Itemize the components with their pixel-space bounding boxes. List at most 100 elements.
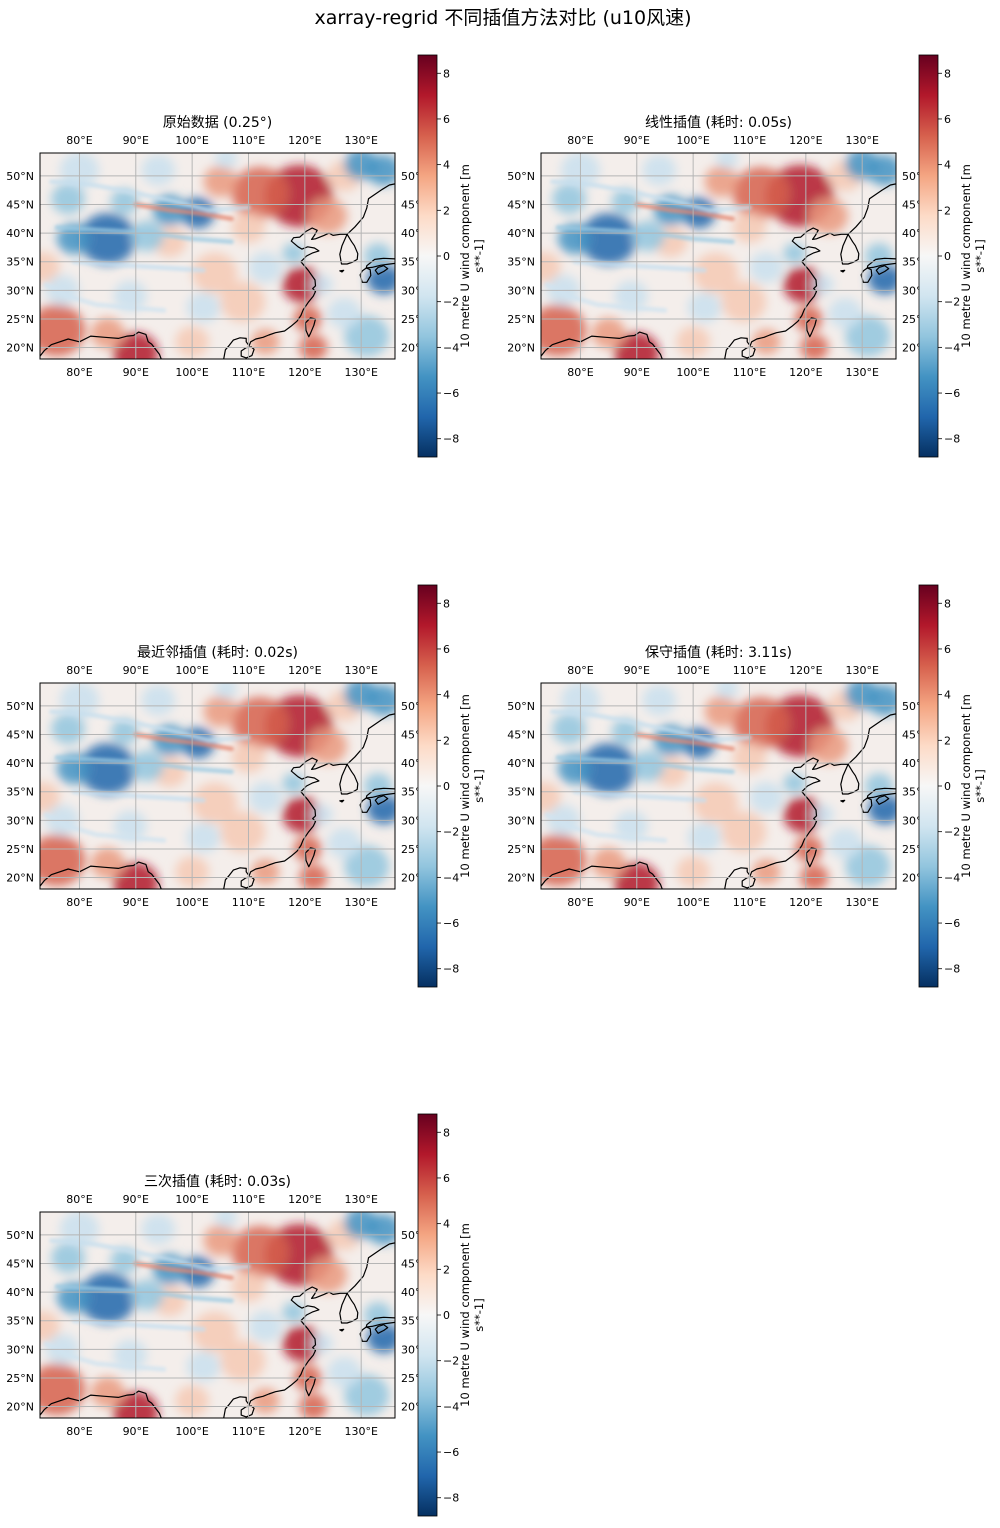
wind-anomaly xyxy=(344,315,390,357)
wind-anomaly xyxy=(40,834,86,887)
lat-tick-label-right: 20° xyxy=(902,342,922,355)
wind-anomaly xyxy=(366,154,395,186)
gridlines xyxy=(40,153,395,359)
lat-tick-label-right: 30° xyxy=(401,284,421,297)
wind-anomaly xyxy=(541,834,587,887)
coastline-shikoku xyxy=(374,265,389,275)
lon-tick-label-bottom: 90°E xyxy=(624,896,650,909)
wind-anomaly xyxy=(51,713,86,745)
wind-anomaly xyxy=(141,1213,176,1245)
colorbar-label-line2: s**-1] xyxy=(973,769,987,802)
wind-anomaly xyxy=(130,750,164,782)
wind-anomaly xyxy=(214,1212,238,1229)
lon-tick-label-bottom: 110°E xyxy=(232,896,265,909)
lat-tick-label-left: 20°N xyxy=(507,342,535,355)
wind-anomaly xyxy=(192,1311,238,1353)
wind-anomaly xyxy=(90,317,125,349)
wind-anomaly xyxy=(867,154,896,186)
wind-anomaly xyxy=(231,167,288,219)
colorbar-tick-label: 4 xyxy=(443,689,450,702)
lon-tick-label-bottom: 90°E xyxy=(123,896,149,909)
lon-tick-label-top: 110°E xyxy=(733,134,766,147)
wind-anomaly xyxy=(251,328,280,355)
panel-title: 原始数据 (0.25°) xyxy=(163,115,273,131)
lon-tick-label-top: 90°E xyxy=(123,664,149,677)
lon-tick-label-bottom: 100°E xyxy=(175,896,208,909)
lat-tick-label-left: 35°N xyxy=(6,256,34,269)
coastline-hainan xyxy=(240,1405,255,1418)
colorbar-tick-label: 4 xyxy=(443,1218,450,1231)
panel-title: 线性插值 (耗时: 0.05s) xyxy=(645,115,792,131)
coastlines xyxy=(541,713,896,889)
map-panel-2: 线性插值 (耗时: 0.05s) 80°E 80°E 90°E 90°E 100°E 100… xyxy=(507,54,987,458)
lon-tick-label-bottom: 90°E xyxy=(123,1425,149,1438)
colorbar-tick-label: 4 xyxy=(944,689,951,702)
coastline-taiwan xyxy=(805,317,818,338)
wind-anomaly xyxy=(721,281,767,323)
wind-anomaly xyxy=(251,858,280,885)
lat-tick-label-right: 45° xyxy=(401,729,421,742)
colorbar-tick-label: −2 xyxy=(944,296,960,309)
coastlines xyxy=(40,713,395,889)
lon-tick-label-bottom: 80°E xyxy=(66,1425,92,1438)
wind-anomaly xyxy=(752,858,781,885)
lat-tick-label-right: 40° xyxy=(401,227,421,240)
wind-anomaly xyxy=(248,781,283,813)
lon-tick-label-top: 90°E xyxy=(624,664,650,677)
coastline-taiwan xyxy=(304,847,317,868)
colorbar-tick-label: −4 xyxy=(443,871,459,884)
lon-tick-label-bottom: 130°E xyxy=(845,896,878,909)
colorbar-tick-label: −6 xyxy=(443,1446,459,1459)
lat-tick-label-left: 20°N xyxy=(507,872,535,885)
coastline-taiwan xyxy=(304,317,317,338)
lat-tick-label-right: 30° xyxy=(401,814,421,827)
wind-anomaly xyxy=(310,1333,334,1354)
lon-tick-label-top: 80°E xyxy=(66,664,92,677)
colorbar-label-line2: s**-1] xyxy=(973,239,987,272)
lon-tick-label-bottom: 110°E xyxy=(733,366,766,379)
wind-anomaly xyxy=(113,280,148,312)
lat-tick-label-left: 50°N xyxy=(507,700,535,713)
wind-anomaly xyxy=(552,713,587,745)
lat-tick-label-right: 20° xyxy=(401,872,421,885)
wind-anomaly xyxy=(642,154,677,186)
colorbar-tick-label: 8 xyxy=(443,597,450,610)
wind-anomaly xyxy=(310,274,334,295)
panel-title: 三次插值 (耗时: 0.03s) xyxy=(144,1174,291,1190)
lat-tick-label-left: 50°N xyxy=(6,700,34,713)
colorbar xyxy=(417,1113,438,1517)
wind-anomaly xyxy=(40,1363,86,1416)
lon-tick-label-bottom: 130°E xyxy=(344,366,377,379)
wind-anomaly xyxy=(186,1351,221,1382)
wind-anomaly xyxy=(580,743,637,795)
wind-anomaly xyxy=(721,811,767,853)
lat-tick-label-left: 30°N xyxy=(6,814,34,827)
map-panel-5: 三次插值 (耗时: 0.03s) 80°E 80°E 90°E 90°E 100°E 100… xyxy=(6,1113,486,1517)
lat-tick-label-right: 35° xyxy=(401,1315,421,1328)
lon-tick-label-bottom: 110°E xyxy=(733,896,766,909)
wind-anomaly xyxy=(541,251,561,283)
lon-tick-label-bottom: 120°E xyxy=(288,366,321,379)
wind-anomaly xyxy=(867,793,896,825)
coastline-east-asia xyxy=(724,713,896,889)
map-panel-3: 最近邻插值 (耗时: 0.02s) 80°E 80°E 90°E 90°E 100°E 10… xyxy=(6,584,486,988)
lat-tick-label-right: 25° xyxy=(401,313,421,326)
wind-anomaly xyxy=(366,793,395,825)
lat-tick-label-right: 45° xyxy=(902,729,922,742)
wind-anomaly xyxy=(366,1213,395,1245)
wind-anomaly xyxy=(310,804,334,825)
wind-anomaly xyxy=(248,251,283,283)
wind-anomaly xyxy=(344,1374,390,1416)
lat-tick-label-left: 25°N xyxy=(6,313,34,326)
wind-anomaly xyxy=(642,684,677,716)
wind-anomaly xyxy=(715,153,739,170)
wind-anomaly xyxy=(800,864,829,889)
lon-tick-label-bottom: 80°E xyxy=(66,896,92,909)
lat-tick-label-left: 45°N xyxy=(6,729,34,742)
lon-tick-label-bottom: 130°E xyxy=(344,1425,377,1438)
lat-tick-label-left: 40°N xyxy=(6,1286,34,1299)
wind-anomaly xyxy=(867,684,896,716)
lon-tick-label-top: 80°E xyxy=(66,1193,92,1206)
wind-anomaly xyxy=(110,718,139,745)
